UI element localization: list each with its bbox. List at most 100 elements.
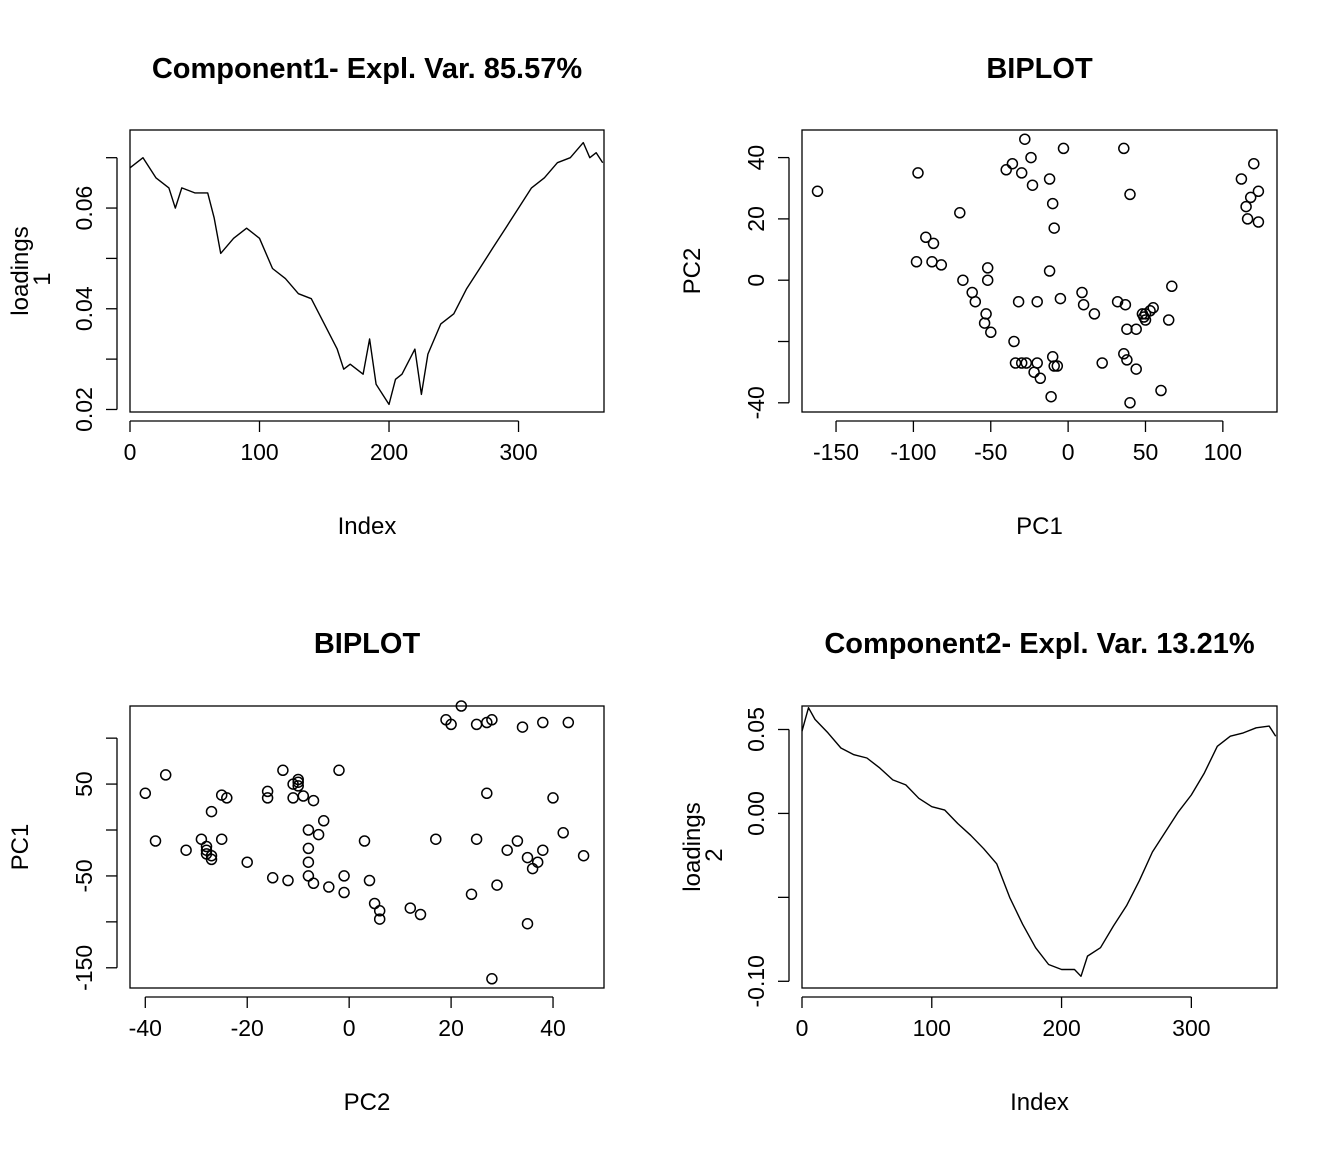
biplot-pc1-pc2-panel: BIPLOT -150 -100 -50 0 50 100 PC1 -40 0 20 40 PC2	[679, 53, 1278, 540]
data-point	[1019, 133, 1031, 145]
data-point	[920, 231, 932, 244]
x-axis-label: Index	[1010, 1089, 1069, 1116]
y-tick-label: 0.00	[743, 791, 769, 836]
x-tick-label: 50	[1133, 439, 1159, 465]
data-point	[1077, 298, 1090, 311]
y-tick-label: 40	[743, 145, 769, 171]
data-point	[200, 840, 213, 853]
x-tick-label: 100	[913, 1015, 951, 1041]
data-point	[1076, 286, 1088, 299]
data-point	[470, 833, 483, 845]
x-tick-label: 40	[540, 1015, 566, 1041]
data-point	[1241, 213, 1254, 225]
data-point	[1015, 357, 1028, 369]
data-point	[912, 167, 924, 179]
loadings-line	[801, 707, 1277, 977]
data-point	[302, 824, 315, 836]
data-point	[811, 185, 824, 198]
chart-title: Component2- Expl. Var. 13.21%	[824, 628, 1255, 660]
data-point	[373, 905, 386, 917]
data-point	[1147, 302, 1159, 314]
y-tick-label: -150	[71, 945, 97, 991]
x-tick-label: -100	[890, 439, 936, 465]
data-point	[338, 886, 350, 899]
x-axis-label: Index	[338, 513, 397, 540]
data-point	[1048, 360, 1060, 372]
data-point	[1130, 363, 1142, 375]
data-point	[981, 262, 994, 274]
x-tick-label: -40	[129, 1015, 162, 1041]
data-point	[1118, 348, 1130, 360]
data-point	[531, 856, 544, 868]
data-point	[1130, 323, 1142, 335]
data-point	[557, 827, 569, 839]
y-tick-label: -0.10	[743, 955, 769, 1007]
data-point	[481, 787, 493, 800]
data-point	[486, 714, 498, 726]
data-point	[323, 881, 335, 893]
data-point	[935, 259, 948, 271]
data-point	[277, 764, 289, 777]
data-point	[312, 828, 325, 841]
data-point	[1124, 188, 1136, 201]
x-tick-label: -20	[231, 1015, 264, 1041]
data-point	[1240, 200, 1252, 213]
data-point	[1121, 354, 1133, 366]
data-point	[1244, 191, 1257, 204]
data-point	[307, 794, 320, 807]
data-point	[1119, 298, 1132, 311]
data-point	[526, 862, 539, 875]
data-point	[969, 295, 982, 308]
data-point	[1111, 295, 1124, 308]
y-tick-label: -40	[743, 386, 769, 419]
data-point	[338, 870, 350, 882]
data-point	[287, 792, 299, 804]
data-point	[957, 274, 969, 286]
x-tick-label: -50	[974, 439, 1007, 465]
x-tick-label: -150	[813, 439, 859, 465]
y-tick-label: 0.02	[71, 387, 97, 432]
data-point	[358, 835, 371, 847]
plot-frame	[129, 705, 605, 989]
data-point	[1009, 357, 1022, 369]
y-tick-label: 0.06	[71, 186, 97, 231]
data-point	[1034, 372, 1047, 385]
data-point	[1144, 305, 1156, 317]
data-point	[221, 792, 233, 804]
data-point	[1121, 323, 1133, 335]
data-point	[978, 317, 991, 329]
data-point	[501, 844, 513, 856]
data-point	[1006, 157, 1019, 170]
chart-title: BIPLOT	[986, 53, 1093, 85]
data-point	[159, 769, 172, 781]
chart-title: BIPLOT	[314, 628, 421, 660]
data-point	[1051, 360, 1064, 372]
x-tick-label: 20	[438, 1015, 464, 1041]
data-point	[1088, 308, 1101, 320]
data-point	[1025, 151, 1037, 164]
data-point	[1046, 351, 1059, 363]
biplot-pc2-pc1-panel: BIPLOT -40 -20 0 20 40 PC2 -150 -50 50 PC1	[7, 628, 605, 1116]
data-point	[985, 326, 997, 339]
data-point	[149, 835, 162, 847]
x-tick-label: 200	[370, 439, 408, 465]
data-point	[954, 207, 966, 219]
data-point	[282, 874, 294, 887]
data-point	[1166, 280, 1178, 293]
data-point	[302, 870, 315, 882]
data-point	[317, 815, 330, 827]
x-tick-label: 200	[1042, 1015, 1080, 1041]
data-point	[180, 844, 192, 856]
plot-frame	[129, 129, 605, 413]
y-tick-label: 0.05	[743, 707, 769, 752]
x-tick-label: 100	[1204, 439, 1242, 465]
data-point	[1020, 357, 1033, 369]
loadings-line	[129, 141, 604, 406]
data-point	[445, 718, 457, 731]
data-point	[205, 853, 218, 866]
data-point	[455, 700, 468, 712]
data-point	[1096, 357, 1108, 369]
data-point	[521, 851, 534, 864]
y-axis-label: PC2	[679, 248, 706, 295]
